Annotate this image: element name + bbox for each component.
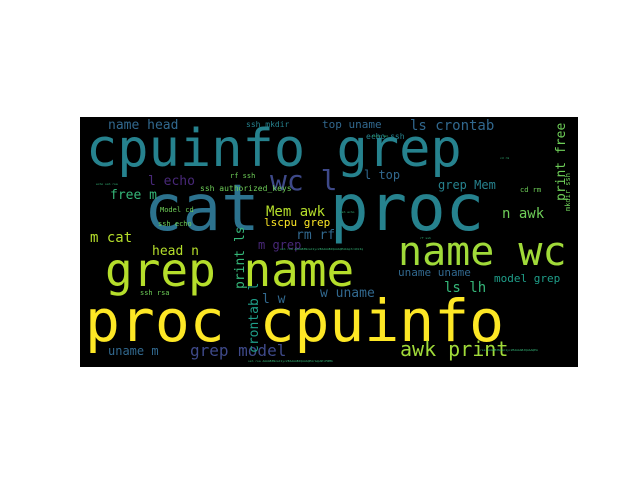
word-lscpu-grep: lscpu grep (264, 216, 331, 229)
word-name-head: name head (108, 118, 179, 133)
word-l-top: l top (364, 168, 401, 182)
word-m-cat: m cat (90, 230, 133, 246)
word-ssh-echo: ssh echo (158, 220, 192, 228)
tiny-text-4: ssh echo (340, 210, 355, 214)
word-awk-print: awk print (400, 337, 509, 361)
tiny-text-3: mkdir ssh (372, 134, 389, 138)
word-proc: proc (330, 172, 485, 246)
tiny-text-2: ssh rsa AAAAB3NzaC1yc2EAAAABJQAAAQEAbGp7… (280, 247, 364, 251)
word-rm-rf: rm rf (296, 228, 336, 243)
word-rf-ssh: rf ssh (230, 172, 256, 180)
word-uname-m: uname m (108, 344, 159, 358)
tiny-text-7: rf ssh (420, 236, 431, 240)
tiny-text-1: ssh rsa AAAAB3NzaC1yc2EAAAABJQAAAQEArGqL… (248, 359, 333, 363)
word-ssh-rsa: ssh rsa (140, 289, 170, 297)
word-wc-l: wc l (270, 164, 338, 197)
word-model-cd: Model cd (160, 206, 194, 214)
word-print-ls: print ls (233, 226, 248, 289)
word-mkdir-ssh: mkdir ssh (564, 173, 572, 211)
word-uname-uname: uname uname (398, 266, 471, 279)
word-cat: cat (144, 172, 260, 246)
word-cloud: cpuinfo grep cat proc grep name name wc … (80, 117, 578, 367)
word-l-w: l w (262, 292, 286, 307)
word-ssh-mkdir: ssh mkdir (246, 120, 290, 129)
word-head-n: head n (152, 244, 199, 259)
word-l-echo: l echo (148, 174, 195, 189)
word-echo-ssh: echo ssh (366, 132, 405, 141)
word-name-wc: name wc (398, 229, 567, 275)
word-free-m: free m (110, 188, 157, 203)
word-grep-name: grep name (105, 243, 355, 297)
word-ls-crontab: ls crontab (410, 118, 495, 134)
word-grep-mem: grep Mem (438, 178, 496, 192)
word-model-grep: model grep (494, 272, 561, 285)
tiny-text-8: rsa AAAAB3NzaC1yc2EAAAABJQAAAQEA (480, 348, 538, 352)
word-cd-rm: cd rm (520, 186, 542, 194)
word-grep-model: grep model (190, 341, 287, 360)
word-top-uname: top uname (322, 118, 382, 131)
word-w-uname: w uname (320, 286, 375, 301)
word-mem-awk: Mem awk (266, 204, 326, 220)
word-cpuinfo-grep: cpuinfo grep (86, 119, 462, 179)
word-crontab-l: crontab l (247, 282, 262, 353)
word-proc-cpuinfo: proc cpuinfo (85, 287, 505, 355)
word-ls-lh: ls lh (444, 280, 487, 296)
word-ssh-authorized-keys: ssh authorized_keys (200, 184, 292, 193)
tiny-text-6: cd rm (500, 156, 510, 160)
word-m-grep: m grep (258, 238, 302, 252)
word-n-awk: n awk (502, 206, 545, 222)
tiny-text-5: echo ssh rsa (96, 182, 118, 186)
